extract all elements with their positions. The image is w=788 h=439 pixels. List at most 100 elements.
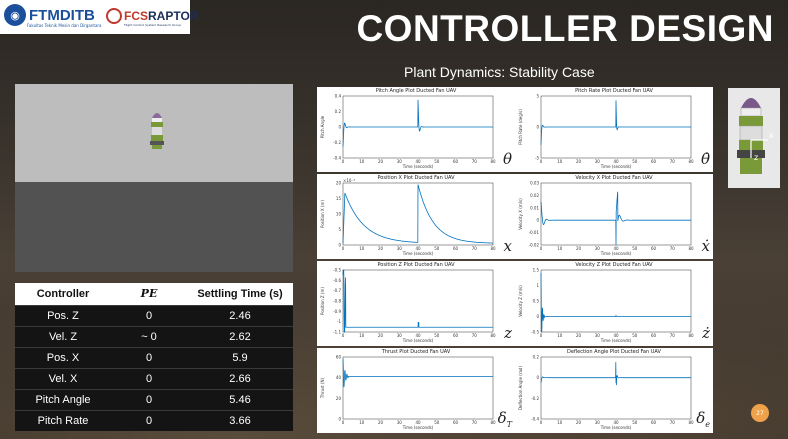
x-tick-label: 20 bbox=[378, 246, 384, 251]
x-tick-label: 50 bbox=[434, 420, 440, 425]
x-tick-label: 50 bbox=[434, 333, 440, 338]
plot-1: Pitch Rate Plot Ducted Fan UAV 5 0 -5 0 10 20 3… bbox=[515, 87, 713, 172]
x-tick-label: 0 bbox=[540, 159, 543, 164]
x-tick-label: 10 bbox=[359, 420, 365, 425]
x-tick-label: 70 bbox=[670, 159, 676, 164]
x-tick-label: 20 bbox=[378, 159, 384, 164]
table-row: Pitch Angle 0 5.46 bbox=[15, 388, 293, 410]
plot-6: Thrust Plot Ducted Fan UAV 60 40 20 0 0 10 20 30… bbox=[317, 348, 515, 433]
plot-title: Pitch Rate Plot Ducted Fan UAV bbox=[575, 88, 653, 94]
cell-settling-time: 5.9 bbox=[187, 346, 293, 368]
x-tick-label: 30 bbox=[595, 333, 601, 338]
x-tick-label: 40 bbox=[613, 159, 619, 164]
x-tick-label: 50 bbox=[632, 159, 638, 164]
table-row: Pos. Z 0 2.46 bbox=[15, 304, 293, 326]
x-axis-label: Time (seconds) bbox=[600, 251, 632, 256]
x-tick-label: 40 bbox=[415, 159, 421, 164]
x-tick-label: 70 bbox=[670, 246, 676, 251]
y-tick-label: 10 bbox=[336, 212, 342, 217]
col-pe: PE bbox=[111, 283, 187, 305]
y-tick-label: 0.02 bbox=[530, 193, 539, 198]
cell-settling-time: 2.62 bbox=[187, 325, 293, 347]
y-tick-label: -1 bbox=[337, 319, 341, 324]
plot-title: Position X Plot Ducted Fan UAV bbox=[377, 175, 455, 181]
plot-frame bbox=[342, 356, 494, 420]
cell-controller: Pitch Rate bbox=[15, 409, 111, 431]
x-tick-label: 60 bbox=[651, 246, 657, 251]
plot-symbol: δT bbox=[497, 409, 512, 429]
x-tick-label: 80 bbox=[490, 333, 496, 338]
cell-pe: 0 bbox=[111, 346, 187, 368]
y-tick-label: 0.4 bbox=[335, 94, 342, 99]
x-tick-label: 40 bbox=[613, 420, 619, 425]
plot-title: Pitch Angle Plot Ducted Fan UAV bbox=[375, 88, 457, 94]
x-tick-label: 60 bbox=[453, 420, 459, 425]
x-tick-label: 40 bbox=[415, 246, 421, 251]
cell-settling-time: 5.46 bbox=[187, 388, 293, 410]
x-tick-label: 50 bbox=[632, 333, 638, 338]
y-axis-label: Velocity X (m/s) bbox=[518, 198, 523, 230]
x-tick-label: 30 bbox=[397, 333, 403, 338]
y-axis-label: Position X (m) bbox=[320, 200, 325, 228]
y-tick-label: 40 bbox=[336, 375, 342, 380]
ftmd-logo-text: FTMDITB bbox=[29, 6, 95, 24]
svg-text:z: z bbox=[754, 153, 758, 162]
y-tick-label: -0.5 bbox=[531, 330, 539, 335]
cell-controller: Pos. X bbox=[15, 346, 111, 368]
y-tick-label: 15 bbox=[336, 196, 342, 201]
plot-series-line bbox=[540, 191, 691, 246]
x-tick-label: 50 bbox=[632, 420, 638, 425]
x-tick-label: 0 bbox=[540, 246, 543, 251]
x-tick-label: 50 bbox=[434, 246, 440, 251]
cell-pe: 0 bbox=[111, 367, 187, 389]
x-tick-label: 20 bbox=[576, 333, 582, 338]
plot-series-line bbox=[342, 358, 493, 388]
y-tick-label: 0 bbox=[338, 243, 341, 248]
x-tick-label: 80 bbox=[490, 159, 496, 164]
col-controller: Controller bbox=[15, 283, 111, 305]
y-tick-label: -5 bbox=[535, 156, 539, 161]
x-tick-label: 10 bbox=[557, 420, 563, 425]
x-tick-label: 20 bbox=[576, 246, 582, 251]
x-tick-label: 60 bbox=[651, 159, 657, 164]
y-exponent-label: ×10⁻³ bbox=[343, 178, 356, 183]
plot-5: Velocity Z Plot Ducted Fan UAV 1.5 1 0.5 0 -0… bbox=[515, 261, 713, 346]
cell-pe: 0 bbox=[111, 388, 187, 410]
x-tick-label: 20 bbox=[576, 420, 582, 425]
y-tick-label: -0.6 bbox=[333, 278, 341, 283]
x-axis-label: Time (seconds) bbox=[402, 338, 434, 343]
plot-frame bbox=[540, 269, 692, 333]
x-tick-label: 80 bbox=[490, 420, 496, 425]
cell-settling-time: 2.66 bbox=[187, 367, 293, 389]
y-tick-label: -0.02 bbox=[529, 243, 540, 248]
y-tick-label: 1.5 bbox=[533, 268, 540, 273]
x-tick-label: 10 bbox=[359, 333, 365, 338]
x-tick-label: 0 bbox=[342, 333, 345, 338]
x-tick-label: 0 bbox=[540, 333, 543, 338]
plot-symbol: ẋ bbox=[701, 237, 710, 255]
plot-title: Position Z Plot Ducted Fan UAV bbox=[377, 262, 455, 268]
x-tick-label: 10 bbox=[359, 246, 365, 251]
cell-controller: Pitch Angle bbox=[15, 388, 111, 410]
x-tick-label: 40 bbox=[613, 246, 619, 251]
plot-symbol: θ̇ bbox=[700, 150, 710, 168]
plot-series-line bbox=[342, 99, 493, 147]
y-tick-label: -0.4 bbox=[531, 417, 539, 422]
simulation-view bbox=[15, 84, 293, 272]
x-tick-label: 50 bbox=[434, 159, 440, 164]
x-tick-label: 60 bbox=[453, 159, 459, 164]
ftmd-logo: ◉ FTMDITB bbox=[4, 4, 95, 26]
col-settling-time: Settling Time (s) bbox=[187, 283, 293, 305]
y-tick-label: 0.2 bbox=[533, 355, 540, 360]
table-header-row: Controller PE Settling Time (s) bbox=[15, 283, 293, 305]
y-axis-label: Pitch Rate (deg/s) bbox=[518, 109, 523, 145]
y-axis-label: Pitch Angle bbox=[320, 115, 325, 138]
x-tick-label: 20 bbox=[378, 333, 384, 338]
y-tick-label: 0 bbox=[536, 125, 539, 130]
plot-series-line bbox=[540, 273, 691, 333]
y-tick-label: 0.2 bbox=[335, 109, 342, 114]
cell-controller: Vel. X bbox=[15, 367, 111, 389]
